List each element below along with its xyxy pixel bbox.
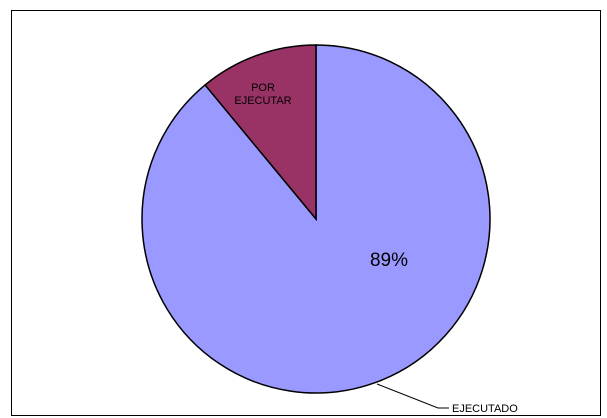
pie-slice-por-ejecutar xyxy=(204,44,317,222)
slice-label-por-ejecutar-line2: EJECUTAR xyxy=(234,95,291,107)
leader-line-ejecutado xyxy=(376,383,449,409)
slice-label-por-ejecutar-line1: POR xyxy=(251,82,275,94)
slice-value-label-ejecutado: 89% xyxy=(370,250,408,271)
pie-slices xyxy=(141,44,491,394)
slice-label-ejecutado: EJECUTADO xyxy=(452,403,518,415)
